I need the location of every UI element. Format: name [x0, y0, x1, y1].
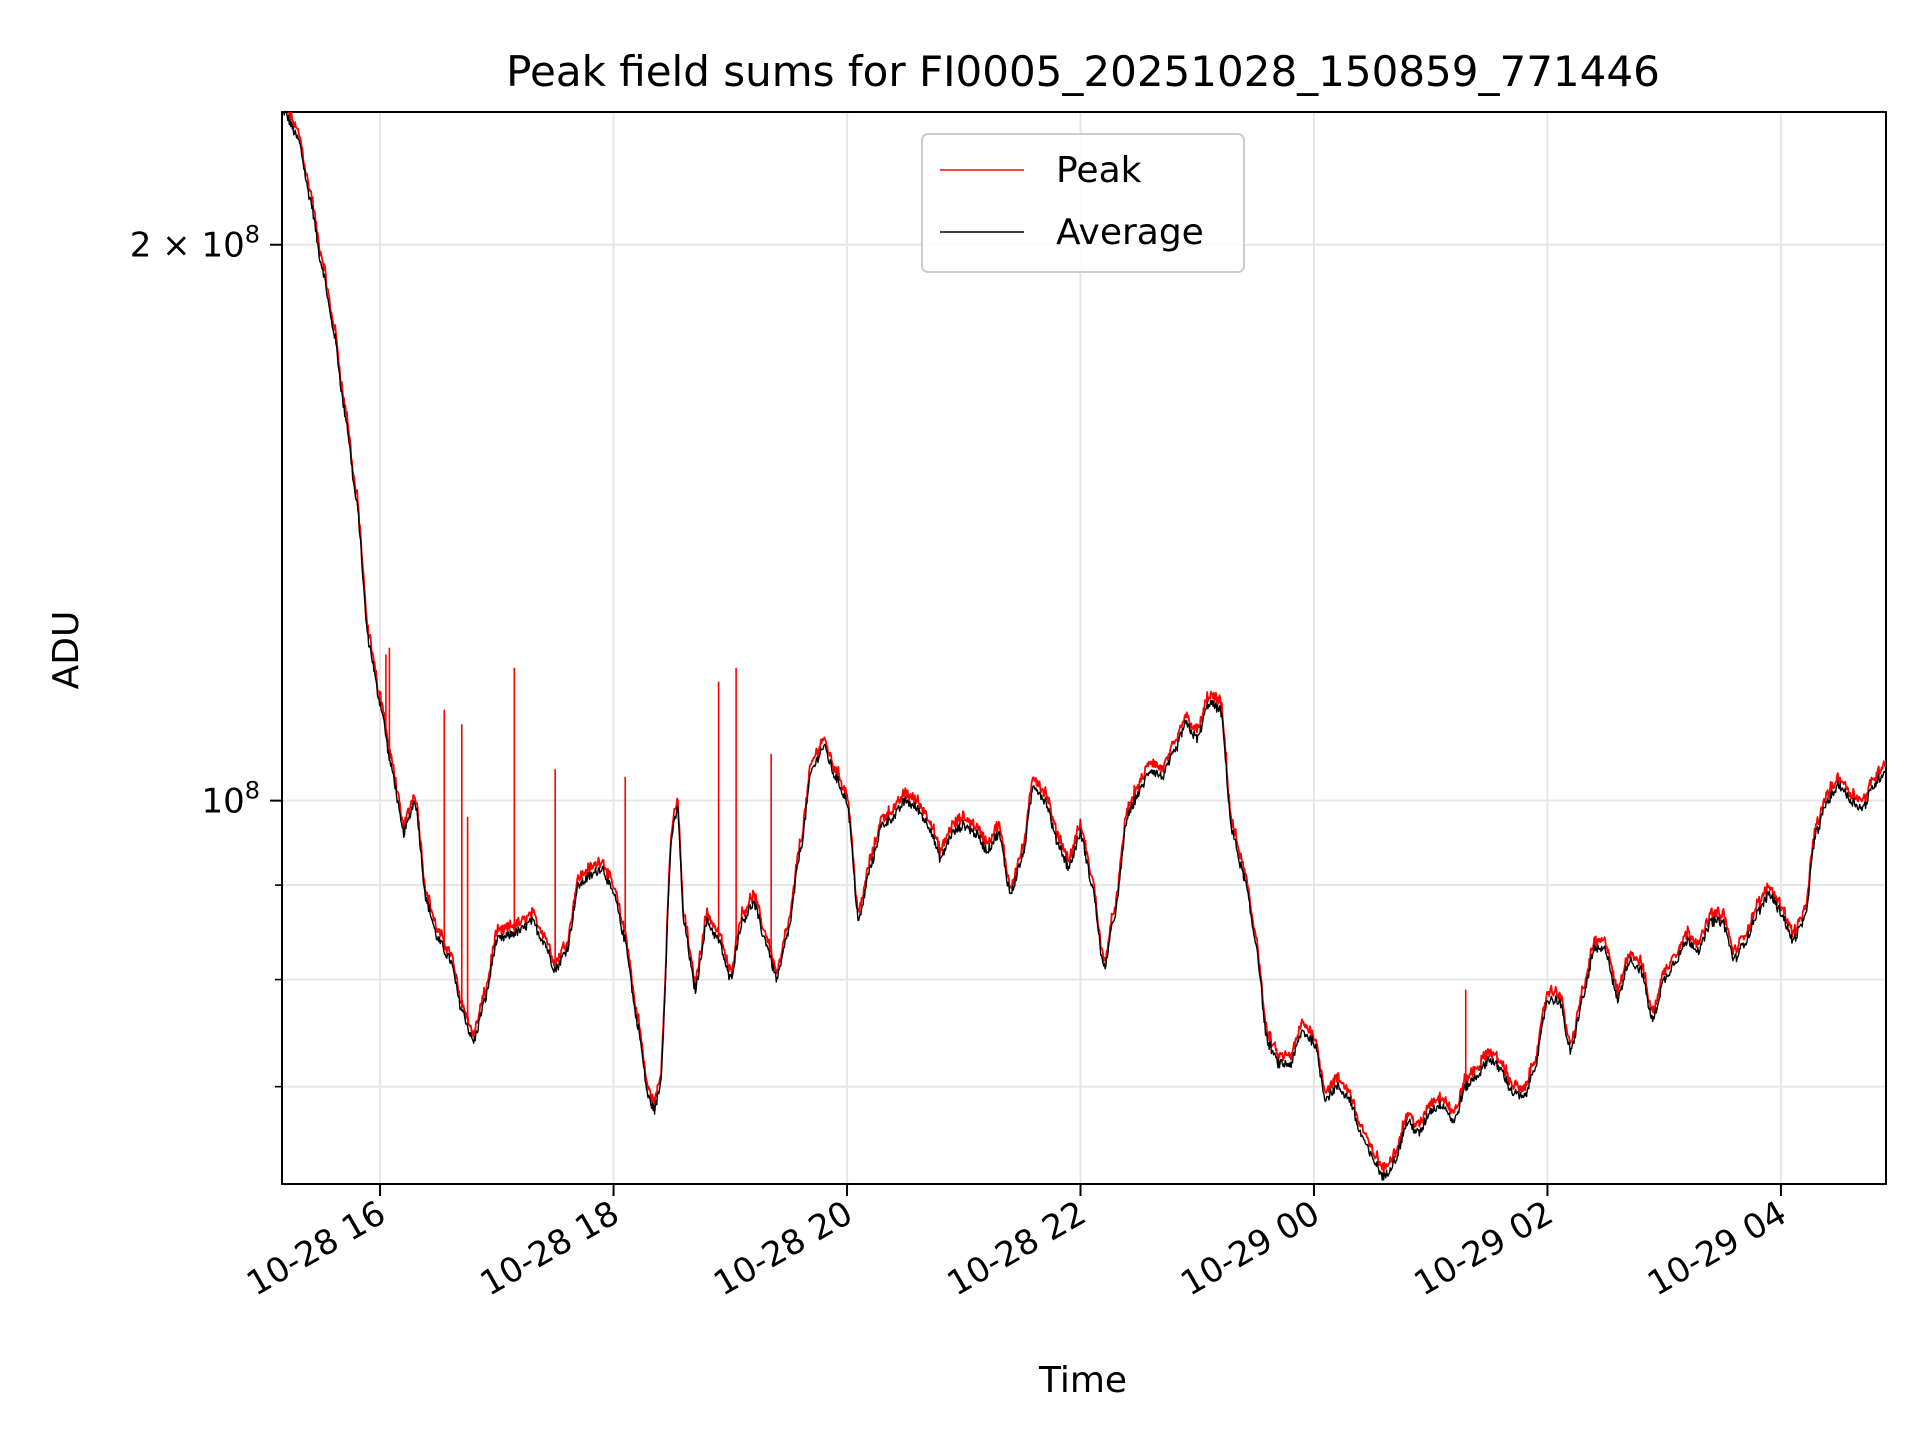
legend-box: [921, 133, 1245, 273]
average-line: [283, 112, 1886, 1181]
average-series: [283, 112, 1886, 1181]
y-axis-label: ADU: [46, 611, 87, 690]
peak-series: [288, 112, 1886, 1176]
y-tick-label: 108: [201, 777, 260, 822]
legend: Peak Average: [921, 133, 1245, 273]
chart-title: Peak field sums for FI0005_20251028_1508…: [506, 47, 1660, 96]
grid-lines: [282, 112, 1886, 1184]
legend-peak-label: Peak: [1056, 150, 1142, 191]
y-axis-ticks: 108 2 × 108: [130, 221, 282, 1088]
legend-average-label: Average: [1056, 212, 1204, 253]
x-axis-label: Time: [1038, 1360, 1127, 1401]
y-tick-label: 2 × 108: [130, 221, 260, 266]
plot-area-border: [281, 111, 1887, 1185]
peak-line: [288, 112, 1886, 1176]
